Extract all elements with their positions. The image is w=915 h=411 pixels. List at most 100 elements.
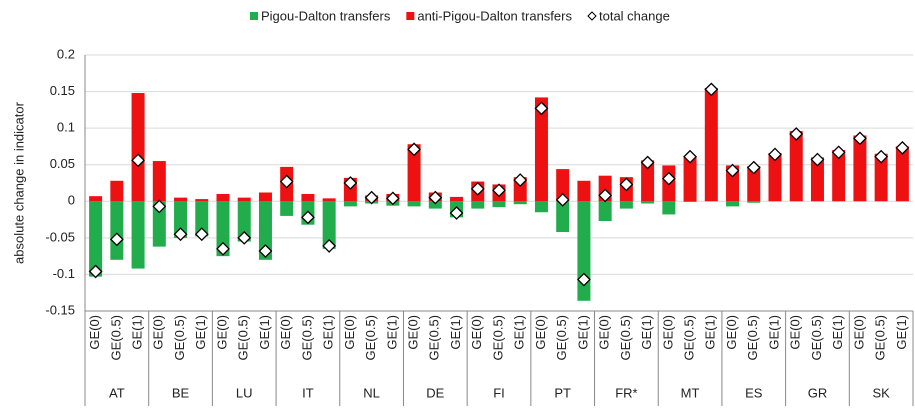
x-tick-label: GE(0.5) [745, 315, 760, 361]
bar [258, 192, 272, 202]
bar [110, 180, 124, 202]
total-marker [343, 176, 358, 190]
x-tick-label: GE(0.5) [427, 315, 442, 361]
group-label: FR* [615, 385, 637, 400]
bar [428, 201, 442, 209]
bar [322, 198, 336, 202]
x-tick-label: GE(0) [214, 315, 229, 350]
x-tick-label: GE(0) [406, 315, 421, 350]
bar [237, 197, 251, 202]
legend-label: Pigou-Dalton transfers [261, 8, 391, 23]
total-marker [194, 227, 209, 242]
bar [195, 201, 209, 237]
bar [683, 155, 697, 202]
legend-marker [587, 11, 597, 21]
bar [110, 201, 124, 260]
group-label: GR [808, 385, 828, 400]
bar [131, 201, 145, 269]
bar [534, 201, 548, 213]
x-tick-label: GE(0.5) [809, 315, 824, 361]
x-tick-label: GE(0.5) [172, 315, 187, 361]
y-tick-label: 0.1 [57, 120, 75, 135]
bar [131, 93, 145, 202]
bar [450, 196, 464, 202]
x-tick-label: GE(0.5) [618, 315, 633, 361]
total-marker [449, 206, 464, 220]
total-marker [407, 142, 421, 157]
x-tick-label: GE(0) [151, 315, 166, 350]
total-marker [131, 153, 145, 168]
total-marker [619, 177, 634, 192]
bar [895, 146, 909, 202]
bar [237, 201, 251, 242]
x-tick-label: GE(1) [575, 315, 590, 350]
total-marker [768, 147, 782, 162]
total-marker [470, 181, 485, 196]
bar [152, 201, 166, 247]
total-marker [513, 173, 528, 187]
total-marker [598, 188, 613, 203]
bar [662, 201, 676, 215]
bar [789, 131, 803, 202]
x-tick-label: GE(0.5) [490, 315, 505, 361]
total-marker [789, 127, 804, 141]
bar [598, 201, 612, 222]
bar [853, 135, 867, 202]
bar [174, 201, 188, 238]
group-label: LU [236, 385, 253, 400]
x-tick-label: GE(0.5) [299, 315, 314, 361]
total-marker [577, 272, 591, 287]
total-marker [874, 149, 889, 164]
bar [747, 201, 761, 203]
total-marker [428, 190, 443, 205]
bar [492, 201, 506, 208]
x-tick-label: GE(1) [894, 315, 909, 350]
total-marker [301, 210, 315, 225]
x-tick-label: GE(0.5) [554, 315, 569, 361]
group-label: MT [681, 385, 700, 400]
x-tick-label: GE(1) [384, 315, 399, 350]
group-label: DE [426, 385, 444, 400]
total-marker [152, 199, 167, 214]
x-tick-label: GE(0) [724, 315, 739, 350]
x-tick-label: GE(1) [639, 315, 654, 350]
group-label: SK [872, 385, 890, 400]
legend-swatch [406, 12, 415, 20]
x-tick-label: GE(1) [130, 315, 145, 350]
bar [704, 87, 718, 202]
total-marker [661, 171, 676, 186]
total-marker [364, 190, 379, 205]
x-tick-label: GE(1) [448, 315, 463, 350]
total-marker [831, 145, 846, 160]
x-tick-label: GE(0.5) [108, 315, 123, 361]
x-tick-label: GE(0.5) [363, 315, 378, 361]
x-tick-label: GE(0) [660, 315, 675, 350]
x-tick-label: GE(1) [193, 315, 208, 350]
bar [195, 199, 209, 202]
bar [258, 201, 272, 260]
x-tick-label: GE(1) [766, 315, 781, 350]
legend-swatch [250, 12, 258, 20]
bar [726, 201, 740, 207]
group-label: BE [172, 385, 190, 400]
y-tick-label: 0.15 [50, 83, 75, 98]
y-tick-label: -0.05 [45, 229, 75, 244]
bar [407, 144, 421, 202]
x-tick-label: GE(0) [851, 315, 866, 350]
total-marker [683, 149, 697, 164]
bar [89, 201, 103, 277]
x-tick-label: GE(0) [597, 315, 612, 350]
group-label: AT [109, 385, 125, 400]
y-tick-label: -0.15 [45, 302, 75, 317]
total-marker [746, 160, 761, 175]
y-tick-label: 0.05 [50, 156, 75, 171]
group-label: ES [745, 385, 763, 400]
x-tick-label: GE(0.5) [236, 315, 251, 361]
bar [471, 201, 485, 209]
x-tick-label: GE(1) [257, 315, 272, 350]
bar [683, 201, 697, 203]
bar [556, 201, 570, 233]
x-tick-label: GE(1) [321, 315, 336, 350]
total-marker [810, 152, 825, 167]
